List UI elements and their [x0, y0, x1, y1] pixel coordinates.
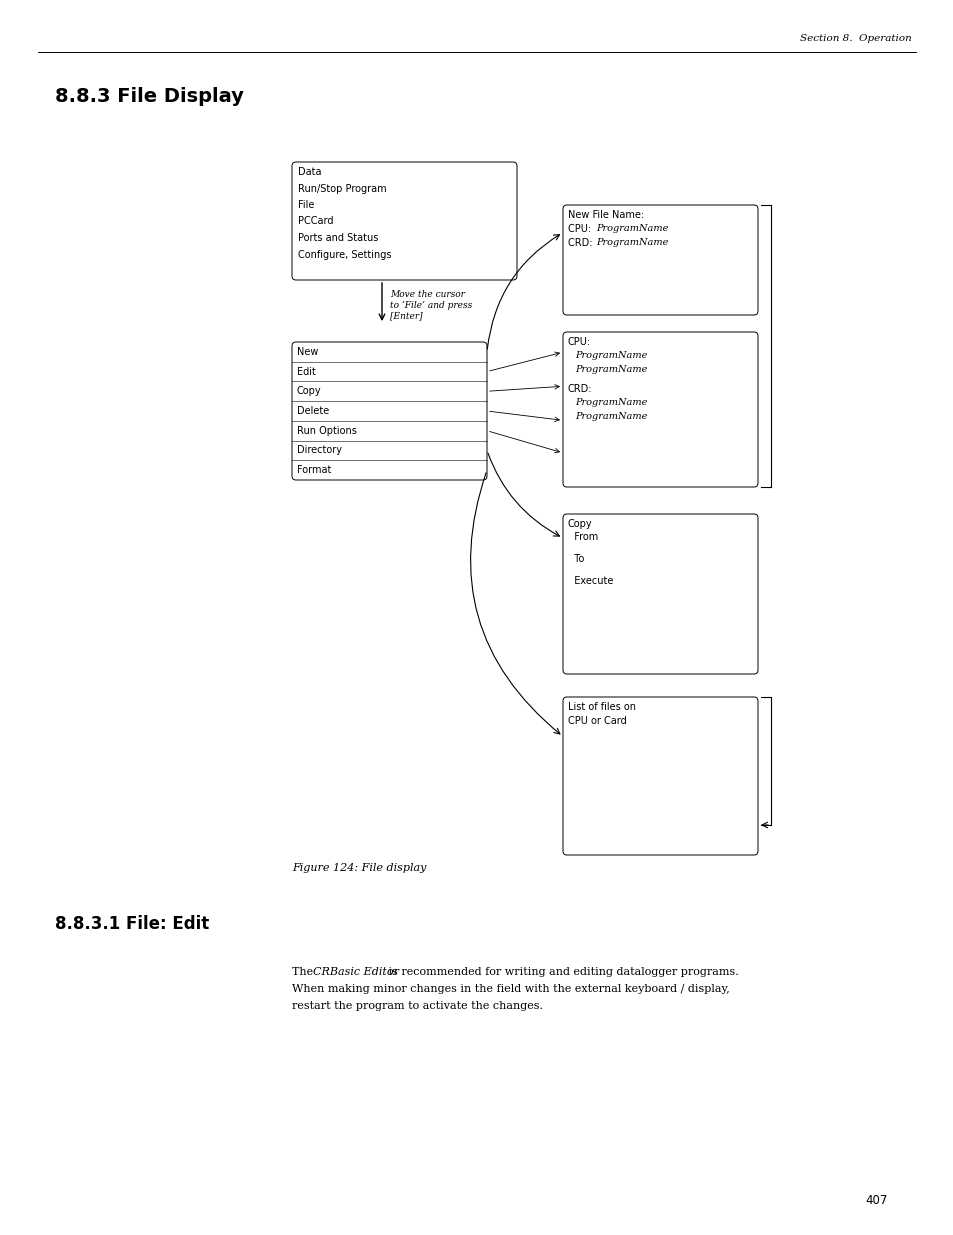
- Text: ProgramName: ProgramName: [575, 412, 647, 421]
- Text: Data: Data: [297, 167, 321, 177]
- Text: Run/Stop Program: Run/Stop Program: [297, 184, 386, 194]
- FancyBboxPatch shape: [292, 162, 517, 280]
- Text: Configure, Settings: Configure, Settings: [297, 249, 391, 259]
- FancyBboxPatch shape: [292, 342, 486, 480]
- Text: ProgramName: ProgramName: [596, 238, 668, 247]
- Text: Edit: Edit: [296, 367, 315, 377]
- Text: 8.8.3 File Display: 8.8.3 File Display: [55, 86, 244, 106]
- FancyBboxPatch shape: [562, 205, 758, 315]
- Text: ProgramName: ProgramName: [575, 351, 647, 359]
- FancyBboxPatch shape: [562, 514, 758, 674]
- Text: CPU or Card: CPU or Card: [567, 716, 626, 726]
- Text: Delete: Delete: [296, 406, 329, 416]
- Text: New File Name:: New File Name:: [567, 210, 643, 220]
- Text: CRBasic Editor: CRBasic Editor: [313, 967, 398, 977]
- Text: When making minor changes in the field with the external keyboard / display,: When making minor changes in the field w…: [292, 984, 729, 994]
- Text: From: From: [567, 532, 598, 542]
- Text: Copy: Copy: [567, 519, 592, 529]
- Text: To: To: [567, 555, 584, 564]
- Text: ProgramName: ProgramName: [596, 224, 668, 233]
- Text: Run Options: Run Options: [296, 426, 356, 436]
- Text: Section 8.  Operation: Section 8. Operation: [800, 35, 911, 43]
- Text: Execute: Execute: [567, 576, 613, 585]
- Text: restart the program to activate the changes.: restart the program to activate the chan…: [292, 1002, 542, 1011]
- Text: CPU:: CPU:: [567, 224, 597, 233]
- Text: ProgramName: ProgramName: [575, 366, 647, 374]
- Text: PCCard: PCCard: [297, 216, 334, 226]
- Text: Format: Format: [296, 466, 331, 475]
- Text: New: New: [296, 347, 318, 357]
- Text: 8.8.3.1 File: Edit: 8.8.3.1 File: Edit: [55, 915, 209, 932]
- Text: Figure 124: File display: Figure 124: File display: [292, 863, 426, 873]
- Text: 407: 407: [864, 1194, 887, 1207]
- Text: Move the cursor
to ‘File’ and press
[Enter]: Move the cursor to ‘File’ and press [Ent…: [390, 290, 472, 320]
- Text: is recommended for writing and editing datalogger programs.: is recommended for writing and editing d…: [385, 967, 738, 977]
- Text: File: File: [297, 200, 314, 210]
- Text: Copy: Copy: [296, 387, 321, 396]
- Text: ProgramName: ProgramName: [575, 398, 647, 408]
- Text: Ports and Status: Ports and Status: [297, 233, 378, 243]
- Text: The: The: [292, 967, 316, 977]
- FancyBboxPatch shape: [562, 697, 758, 855]
- Text: CRD:: CRD:: [567, 384, 592, 394]
- Text: CRD:: CRD:: [567, 238, 598, 248]
- FancyBboxPatch shape: [562, 332, 758, 487]
- Text: List of files on: List of files on: [567, 701, 636, 713]
- Text: Directory: Directory: [296, 446, 341, 456]
- Text: CPU:: CPU:: [567, 337, 591, 347]
